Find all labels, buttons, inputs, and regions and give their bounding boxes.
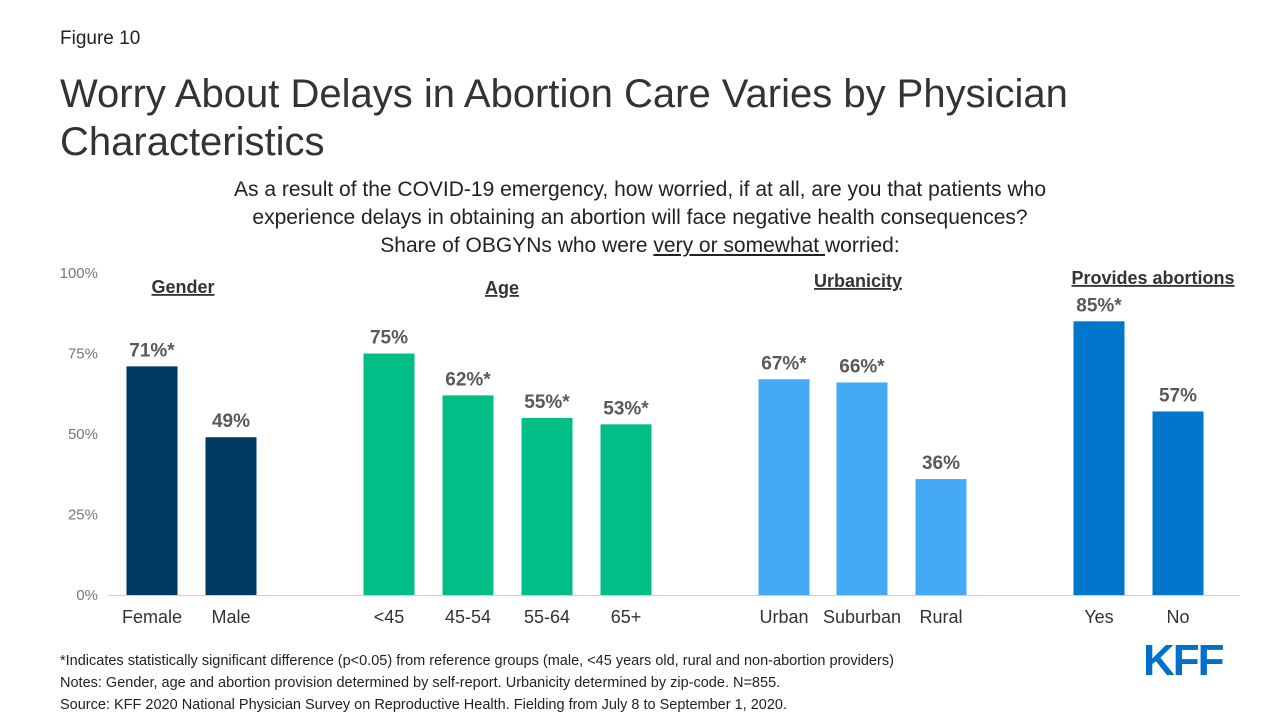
subtitle-line-3: Share of OBGYNs who were very or somewha… bbox=[130, 232, 1150, 260]
x-tick-label: No bbox=[1166, 607, 1189, 627]
bar bbox=[915, 479, 967, 595]
kff-logo: KFF bbox=[1143, 636, 1225, 685]
y-tick-label: 75% bbox=[68, 346, 98, 363]
y-tick-label: 100% bbox=[60, 265, 98, 282]
bar bbox=[126, 366, 178, 595]
x-tick-label: Yes bbox=[1084, 607, 1113, 627]
footnote-significance: *Indicates statistically significant dif… bbox=[60, 653, 894, 669]
group-label: Age bbox=[485, 278, 519, 298]
data-label: 36% bbox=[922, 453, 960, 474]
y-tick-label: 50% bbox=[68, 426, 98, 443]
footnotes: *Indicates statistically significant dif… bbox=[60, 650, 894, 716]
group-label: Urbanicity bbox=[814, 271, 902, 291]
bar bbox=[205, 437, 257, 595]
x-tick-label: <45 bbox=[374, 607, 405, 627]
data-label: 71%* bbox=[129, 340, 175, 361]
x-tick-label: Suburban bbox=[823, 607, 901, 627]
footnote-source: Source: KFF 2020 National Physician Surv… bbox=[60, 697, 787, 713]
bar bbox=[836, 382, 888, 595]
bar-chart: 0% 25% 50% 75% 100% Gender 71%* Female 49% Male Ag… bbox=[60, 265, 1240, 627]
footnote-notes: Notes: Gender, age and abortion provisio… bbox=[60, 675, 781, 691]
data-label: 55%* bbox=[524, 392, 570, 413]
chart-title: Worry About Delays in Abortion Care Vari… bbox=[60, 72, 1068, 164]
subtitle-line-3-start: Share of OBGYNs who were bbox=[380, 234, 654, 257]
data-label: 62%* bbox=[445, 369, 491, 390]
bar bbox=[521, 417, 573, 595]
data-label: 57% bbox=[1159, 385, 1197, 406]
bar bbox=[1073, 321, 1125, 595]
group-label: Provides abortions bbox=[1071, 268, 1234, 288]
figure-label: Figure 10 bbox=[60, 28, 141, 49]
group-label: Gender bbox=[151, 277, 214, 297]
y-tick-label: 25% bbox=[68, 507, 98, 524]
x-tick-label: Rural bbox=[919, 607, 962, 627]
data-label: 75% bbox=[370, 328, 408, 349]
subtitle-underlined-text: very or somewhat bbox=[653, 234, 825, 257]
data-label: 53%* bbox=[603, 398, 649, 419]
data-label: 67%* bbox=[761, 353, 807, 374]
subtitle-line-2: experience delays in obtaining an aborti… bbox=[252, 206, 1028, 229]
x-tick-label: Urban bbox=[759, 607, 808, 627]
x-tick-label: Female bbox=[122, 607, 182, 627]
x-tick-label: 45-54 bbox=[445, 607, 491, 627]
bar bbox=[1152, 411, 1204, 595]
data-label: 49% bbox=[212, 411, 250, 432]
x-tick-label: 55-64 bbox=[524, 607, 570, 627]
data-label: 66%* bbox=[839, 356, 885, 377]
y-tick-label: 0% bbox=[76, 587, 98, 604]
x-tick-label: Male bbox=[211, 607, 250, 627]
subtitle-line-1: As a result of the COVID-19 emergency, h… bbox=[234, 178, 1046, 201]
data-label: 85%* bbox=[1076, 295, 1122, 316]
bar bbox=[442, 395, 494, 595]
subtitle-line-3-end: worried: bbox=[824, 234, 900, 257]
chart-subtitle: As a result of the COVID-19 emergency, h… bbox=[130, 176, 1150, 260]
bar bbox=[758, 379, 810, 595]
bar bbox=[363, 353, 415, 595]
x-tick-label: 65+ bbox=[611, 607, 642, 627]
bar bbox=[600, 424, 652, 595]
